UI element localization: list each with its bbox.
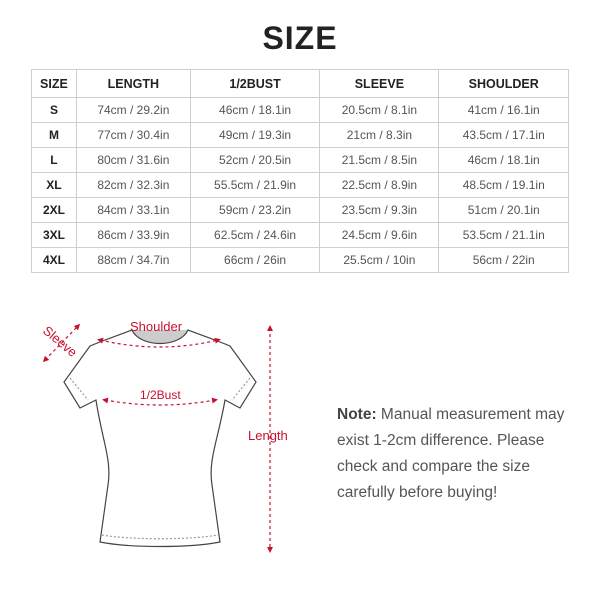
measurement-cell: 52cm / 20.5in [189,147,321,173]
table-row: XL 82cm / 32.3in 55.5cm / 21.9in 22.5cm / 8… [31,172,569,198]
measurement-cell: 77cm / 30.4in [75,122,191,148]
size-cell: 2XL [31,197,77,223]
measurement-cell: 53.5cm / 21.1in [438,222,569,248]
size-cell: 4XL [31,247,77,273]
measurement-cell: 80cm / 31.6in [75,147,191,173]
measurement-cell: 66cm / 26in [189,247,321,273]
measurement-cell: 82cm / 32.3in [75,172,191,198]
size-cell: XL [31,172,77,198]
measurement-cell: 46cm / 18.1in [189,97,321,123]
measurement-cell: 22.5cm / 8.9in [319,172,440,198]
size-cell: M [31,122,77,148]
measurement-cell: 86cm / 33.9in [75,222,191,248]
measurement-cell: 43.5cm / 17.1in [438,122,569,148]
tshirt-outline [63,329,257,548]
measurement-cell: 21.5cm / 8.5in [319,147,440,173]
column-header: SLEEVE [319,69,440,98]
measurement-cell: 74cm / 29.2in [75,97,191,123]
measurement-note: Note: Manual measurement may exist 1-2cm… [337,402,577,506]
size-table: SIZE LENGTH 1/2BUST SLEEVE SHOULDER S 74cm / … [31,69,569,273]
measurement-cell: 48.5cm / 19.1in [438,172,569,198]
size-cell: S [31,97,77,123]
bust-arrow [102,397,218,406]
note-text: Manual measurement may exist 1-2cm diffe… [337,406,565,501]
column-header: 1/2BUST [189,69,321,98]
measurement-cell: 51cm / 20.1in [438,197,569,223]
measurement-cell: 84cm / 33.1in [75,197,191,223]
table-row: S 74cm / 29.2in 46cm / 18.1in 20.5cm / 8.1i… [31,97,569,123]
measurement-cell: 56cm / 22in [438,247,569,273]
measurement-cell: 46cm / 18.1in [438,147,569,173]
measurement-cell: 49cm / 19.3in [189,122,321,148]
measurement-cell: 88cm / 34.7in [75,247,191,273]
table-row: L 80cm / 31.6in 52cm / 20.5in 21.5cm / 8.5i… [31,147,569,173]
size-cell: 3XL [31,222,77,248]
column-header: LENGTH [75,69,191,98]
measurement-cell: 62.5cm / 24.6in [189,222,321,248]
measurement-cell: 25.5cm / 10in [319,247,440,273]
bust-label: 1/2Bust [140,388,181,402]
length-label: Length [248,428,288,443]
sleeve-label: Sleeve [40,323,80,360]
measurement-cell: 55.5cm / 21.9in [189,172,321,198]
measurement-cell: 23.5cm / 9.3in [319,197,440,223]
measurement-cell: 24.5cm / 9.6in [319,222,440,248]
column-header: SHOULDER [438,69,569,98]
note-label: Note: [337,406,377,423]
table-row: M 77cm / 30.4in 49cm / 19.3in 21cm / 8.3in 4… [31,122,569,148]
measurement-cell: 20.5cm / 8.1in [319,97,440,123]
page-title: SIZE [262,20,338,56]
shoulder-label: Shoulder [130,319,183,334]
table-header: SIZE LENGTH 1/2BUST SLEEVE SHOULDER [31,69,569,98]
sleeve-arrow [42,323,81,363]
tshirt-diagram: Shoulder 1/2Bust Length Sleeve [40,319,288,553]
measurement-cell: 21cm / 8.3in [319,122,440,148]
size-cell: L [31,147,77,173]
column-header: SIZE [31,69,77,98]
table-row: 2XL 84cm / 33.1in 59cm / 23.2in 23.5cm / 9.… [31,197,569,223]
measurement-cell: 59cm / 23.2in [189,197,321,223]
table-row: 3XL 86cm / 33.9in 62.5cm / 24.6in 24.5cm / … [31,222,569,248]
shoulder-arrow [97,337,221,348]
table-row: 4XL 88cm / 34.7in 66cm / 26in 25.5cm / 10in… [31,247,569,273]
measurement-cell: 41cm / 16.1in [438,97,569,123]
